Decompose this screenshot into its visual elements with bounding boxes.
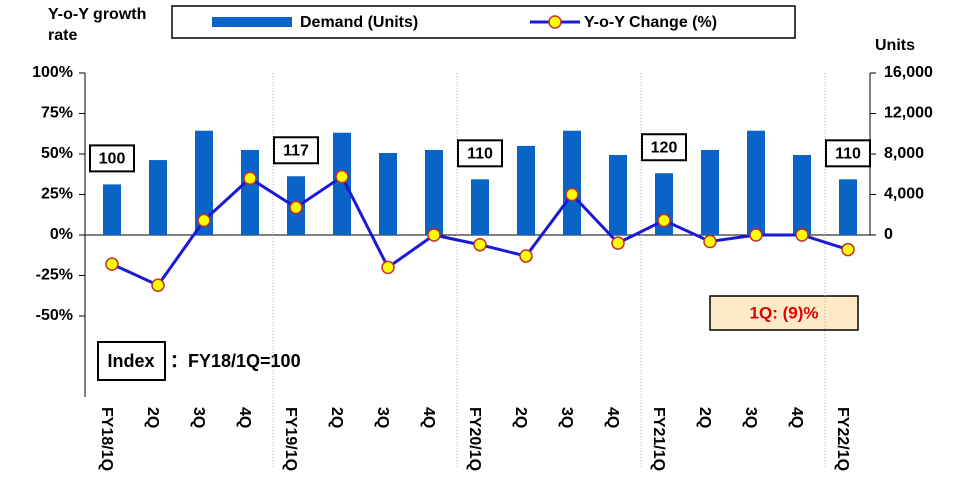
x-tick-label: 3Q (558, 407, 575, 428)
x-tick-label: 4Q (420, 407, 437, 428)
x-tick-label: 4Q (604, 407, 621, 428)
marker (795, 228, 809, 242)
bar (425, 149, 443, 235)
y2-tick-label: 12,000 (884, 105, 933, 122)
y2-axis-title: Units (875, 37, 915, 54)
bar (471, 179, 489, 235)
bar (793, 155, 811, 235)
index-value: 117 (283, 142, 309, 159)
legend-swatch (212, 17, 292, 27)
marker (105, 257, 119, 271)
y2-tick-label: 4,000 (884, 186, 924, 203)
marker (519, 249, 533, 263)
index-value: 120 (651, 139, 678, 156)
y-tick-label: 50% (41, 145, 73, 162)
bar (241, 149, 259, 235)
marker (565, 187, 579, 202)
y-tick-label: 100% (32, 64, 73, 81)
x-tick-label: 2Q (328, 407, 345, 428)
x-tick-label: FY22/1Q (834, 407, 851, 471)
bar (195, 130, 213, 235)
marker (657, 213, 671, 228)
bar (379, 152, 397, 235)
bar (333, 132, 351, 235)
bar (839, 179, 857, 235)
legend-label: Y-o-Y Change (%) (584, 14, 717, 31)
index-box (825, 139, 871, 168)
x-tick-label: 2Q (696, 407, 713, 428)
bar (149, 160, 167, 235)
index-note-label: Index (107, 351, 154, 371)
bar (747, 130, 765, 235)
y2-tick-label: 16,000 (884, 64, 933, 81)
y-tick-label: -50% (36, 307, 73, 324)
x-tick-label: FY20/1Q (466, 407, 483, 471)
index-box (89, 144, 135, 173)
marker (473, 237, 487, 252)
y-tick-label: -25% (36, 267, 73, 284)
y-tick-label: 0% (50, 226, 73, 243)
marker (749, 228, 763, 242)
marker (197, 213, 211, 228)
x-tick-label: 2Q (144, 407, 161, 428)
marker (243, 171, 257, 186)
callout: 1Q: (9)% (750, 303, 819, 322)
bar (563, 130, 581, 235)
x-tick-label: FY18/1Q (98, 407, 115, 471)
marker (611, 236, 625, 250)
callout-box (709, 295, 859, 331)
index-box (273, 136, 319, 165)
y-axis-title: Y-o-Y growth rate (48, 6, 147, 44)
x-tick-label: 3Q (742, 407, 759, 428)
index-value: 110 (467, 146, 493, 163)
index-value: 110 (835, 146, 861, 163)
x-tick-label: FY21/1Q (650, 407, 667, 471)
marker (381, 260, 395, 275)
x-tick-label: 2Q (512, 407, 529, 428)
bar (517, 145, 535, 235)
marker (335, 169, 349, 184)
legend-label: Demand (Units) (300, 14, 418, 31)
marker (289, 200, 303, 215)
bar (103, 184, 121, 235)
x-tick-label: 3Q (374, 407, 391, 428)
index-value: 100 (99, 151, 126, 168)
index-note-box (97, 341, 166, 381)
x-tick-label: 4Q (788, 407, 805, 428)
marker (151, 278, 165, 292)
bar (701, 149, 719, 235)
legend-swatch (548, 15, 562, 29)
y-tick-label: 25% (41, 186, 73, 203)
index-box (457, 139, 503, 168)
marker (427, 228, 441, 242)
bar (609, 155, 627, 235)
marker (703, 234, 717, 249)
x-tick-label: 3Q (190, 407, 207, 428)
index-note-text: ：FY18/1Q=100 (170, 351, 301, 371)
marker (841, 242, 855, 257)
index-box (641, 133, 687, 162)
y2-tick-label: 0 (884, 226, 893, 243)
y-tick-label: 75% (41, 105, 73, 122)
y2-tick-label: 8,000 (884, 145, 924, 162)
x-tick-label: 4Q (236, 407, 253, 428)
x-tick-label: FY19/1Q (282, 407, 299, 471)
